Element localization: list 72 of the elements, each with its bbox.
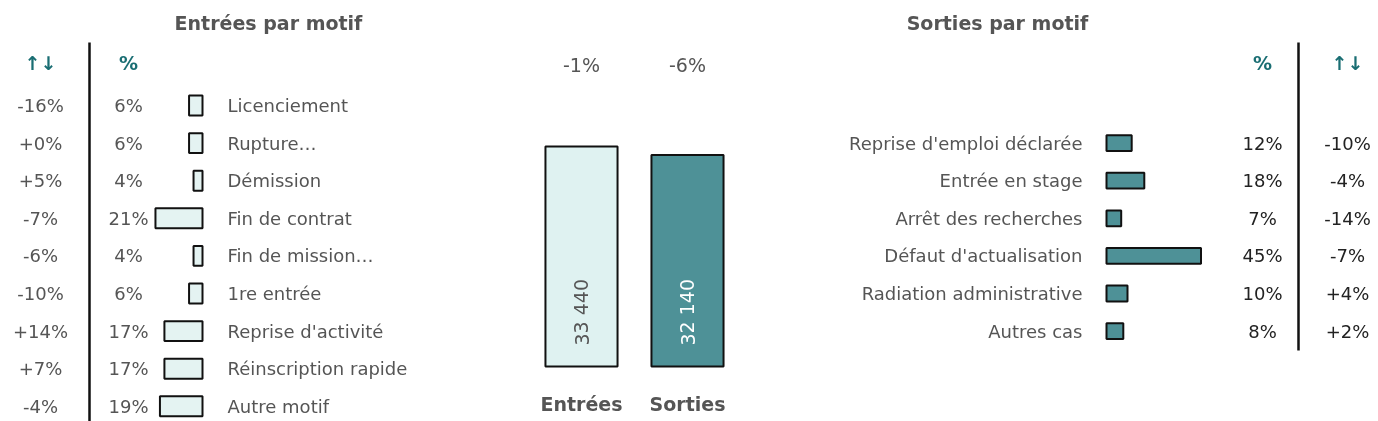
data-label: 32 140	[676, 279, 699, 346]
text: +0%	[18, 132, 63, 154]
y-tick-label: Défaut d'actualisation	[884, 245, 1083, 267]
data-label: 21%	[108, 207, 149, 229]
data-label: 8%	[1248, 320, 1277, 342]
text: ↑↓	[24, 51, 57, 74]
bar	[163, 357, 204, 380]
bar	[188, 132, 204, 155]
y-tick-label: Arrêt des recherches	[895, 207, 1083, 229]
text: +14%	[12, 320, 69, 342]
y-tick-label: Rupture…	[227, 132, 317, 154]
bar	[1105, 284, 1129, 303]
text: +7%	[18, 358, 63, 380]
bar	[1105, 247, 1202, 265]
data-label: 4%	[114, 245, 143, 267]
text: -10%	[1324, 132, 1371, 154]
data-label: 45%	[1242, 245, 1283, 267]
text: -4%	[22, 395, 59, 417]
data-label: 10%	[1242, 283, 1283, 304]
data-label: 33 440	[570, 279, 593, 346]
data-label: 12%	[1242, 132, 1283, 154]
y-tick-label: Fin de contrat	[227, 207, 352, 229]
text: -4%	[1329, 170, 1366, 192]
bar	[158, 395, 204, 418]
data-label: 7%	[1248, 207, 1277, 229]
text: -1%	[563, 53, 600, 76]
data-label: 17%	[108, 320, 149, 342]
y-tick-label: Autres cas	[988, 320, 1083, 342]
text: -16%	[17, 95, 64, 116]
bar	[163, 320, 204, 343]
bar	[1105, 171, 1146, 190]
y-tick-label: Autre motif	[227, 395, 330, 417]
chart-title: Sorties par motif	[906, 11, 1090, 34]
text: +2%	[1325, 320, 1370, 342]
y-tick-label: Fin de mission…	[227, 245, 374, 267]
data-label: 4%	[114, 170, 143, 192]
y-tick-label: Démission	[227, 170, 322, 192]
data-label: 17%	[108, 358, 149, 380]
text: +4%	[1325, 283, 1370, 304]
data-label: 6%	[114, 283, 143, 304]
text: -14%	[1324, 207, 1371, 229]
bar	[188, 282, 204, 305]
y-tick-label: Reprise d'emploi déclarée	[849, 132, 1083, 154]
bar	[1105, 134, 1133, 152]
text: -6%	[22, 245, 59, 267]
bar	[188, 94, 204, 117]
x-tick-label: Entrées	[540, 392, 623, 415]
y-tick-label: 1re entrée	[227, 283, 322, 304]
text: %	[1252, 51, 1273, 74]
bar	[192, 244, 204, 267]
bar	[1105, 209, 1123, 228]
y-tick-label: Entrée en stage	[939, 170, 1083, 192]
y-tick-label: Licenciement	[227, 95, 348, 116]
data-label: 6%	[114, 132, 143, 154]
text: +5%	[18, 170, 63, 192]
data-label: 6%	[114, 95, 143, 116]
bar	[192, 169, 204, 192]
bar	[154, 207, 204, 230]
x-tick-label: Sorties	[649, 392, 726, 415]
text: %	[118, 51, 139, 74]
text: -7%	[1329, 245, 1366, 267]
y-tick-label: Réinscription rapide	[227, 358, 408, 380]
y-tick-label: Radiation administrative	[861, 283, 1083, 304]
data-label: 19%	[108, 395, 149, 417]
text: Entrées par motif	[174, 11, 364, 34]
y-tick-label: Reprise d'activité	[227, 320, 384, 342]
text: -10%	[17, 283, 64, 304]
text: -7%	[22, 207, 59, 229]
data-label: 18%	[1242, 170, 1283, 192]
text: ↑↓	[1331, 51, 1364, 74]
bar	[1105, 322, 1125, 340]
text: -6%	[669, 53, 706, 76]
